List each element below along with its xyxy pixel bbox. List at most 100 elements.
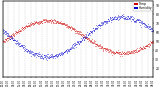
Point: [120, 16, 122, 17]
Point: [18, 43, 21, 44]
Point: [4, 39, 7, 41]
Point: [28, 26, 31, 27]
Point: [66, 51, 68, 53]
Point: [123, 52, 125, 53]
Point: [29, 52, 32, 54]
Point: [108, 20, 110, 21]
Point: [76, 31, 79, 32]
Point: [11, 38, 13, 40]
Point: [54, 55, 56, 56]
Point: [94, 43, 96, 44]
Point: [1, 29, 4, 31]
Point: [30, 24, 33, 25]
Point: [57, 53, 60, 55]
Point: [111, 51, 113, 53]
Point: [77, 31, 80, 32]
Point: [108, 20, 111, 21]
Point: [32, 53, 35, 54]
Point: [91, 42, 94, 43]
Point: [106, 20, 108, 21]
Point: [52, 55, 55, 56]
Point: [48, 19, 51, 21]
Point: [90, 31, 93, 32]
Point: [28, 52, 30, 53]
Point: [112, 19, 114, 20]
Point: [133, 51, 136, 53]
Point: [10, 35, 12, 36]
Point: [143, 46, 146, 48]
Point: [90, 32, 93, 34]
Point: [143, 47, 145, 48]
Point: [74, 43, 77, 45]
Point: [73, 45, 76, 47]
Point: [151, 30, 153, 32]
Point: [113, 16, 116, 18]
Point: [143, 25, 145, 26]
Point: [87, 40, 89, 41]
Point: [76, 31, 79, 32]
Point: [94, 28, 96, 29]
Point: [96, 27, 99, 29]
Point: [92, 30, 95, 31]
Point: [84, 37, 86, 38]
Point: [142, 22, 144, 24]
Point: [119, 51, 121, 52]
Point: [43, 19, 46, 20]
Point: [125, 18, 128, 19]
Point: [76, 30, 78, 31]
Point: [151, 29, 153, 30]
Point: [144, 23, 146, 24]
Point: [45, 21, 47, 22]
Point: [101, 47, 104, 49]
Point: [51, 20, 53, 22]
Point: [134, 49, 137, 50]
Point: [28, 24, 31, 25]
Point: [97, 24, 100, 25]
Point: [124, 18, 127, 20]
Point: [65, 50, 68, 52]
Point: [78, 32, 80, 33]
Point: [136, 48, 139, 49]
Point: [85, 37, 87, 39]
Point: [96, 26, 99, 27]
Point: [136, 50, 139, 51]
Point: [76, 43, 79, 44]
Point: [85, 36, 88, 38]
Point: [52, 56, 55, 57]
Point: [80, 34, 82, 35]
Point: [80, 37, 83, 39]
Point: [63, 52, 66, 53]
Point: [31, 53, 34, 54]
Point: [94, 28, 96, 29]
Point: [32, 51, 34, 53]
Point: [136, 50, 139, 52]
Point: [25, 26, 28, 27]
Point: [26, 25, 28, 27]
Point: [128, 16, 131, 17]
Point: [108, 16, 111, 17]
Point: [63, 52, 65, 53]
Point: [68, 25, 71, 27]
Point: [79, 31, 81, 33]
Point: [10, 37, 13, 39]
Point: [135, 50, 137, 51]
Point: [66, 52, 69, 54]
Point: [130, 52, 132, 53]
Point: [12, 33, 14, 34]
Point: [127, 51, 130, 52]
Point: [74, 45, 76, 46]
Point: [63, 23, 66, 24]
Point: [9, 38, 12, 39]
Point: [38, 20, 40, 22]
Point: [136, 51, 138, 52]
Point: [75, 31, 77, 32]
Point: [59, 54, 61, 55]
Point: [40, 55, 42, 56]
Point: [13, 32, 16, 34]
Point: [91, 42, 93, 44]
Point: [91, 30, 93, 31]
Point: [14, 40, 17, 41]
Point: [138, 49, 141, 51]
Point: [79, 41, 81, 43]
Point: [89, 32, 92, 33]
